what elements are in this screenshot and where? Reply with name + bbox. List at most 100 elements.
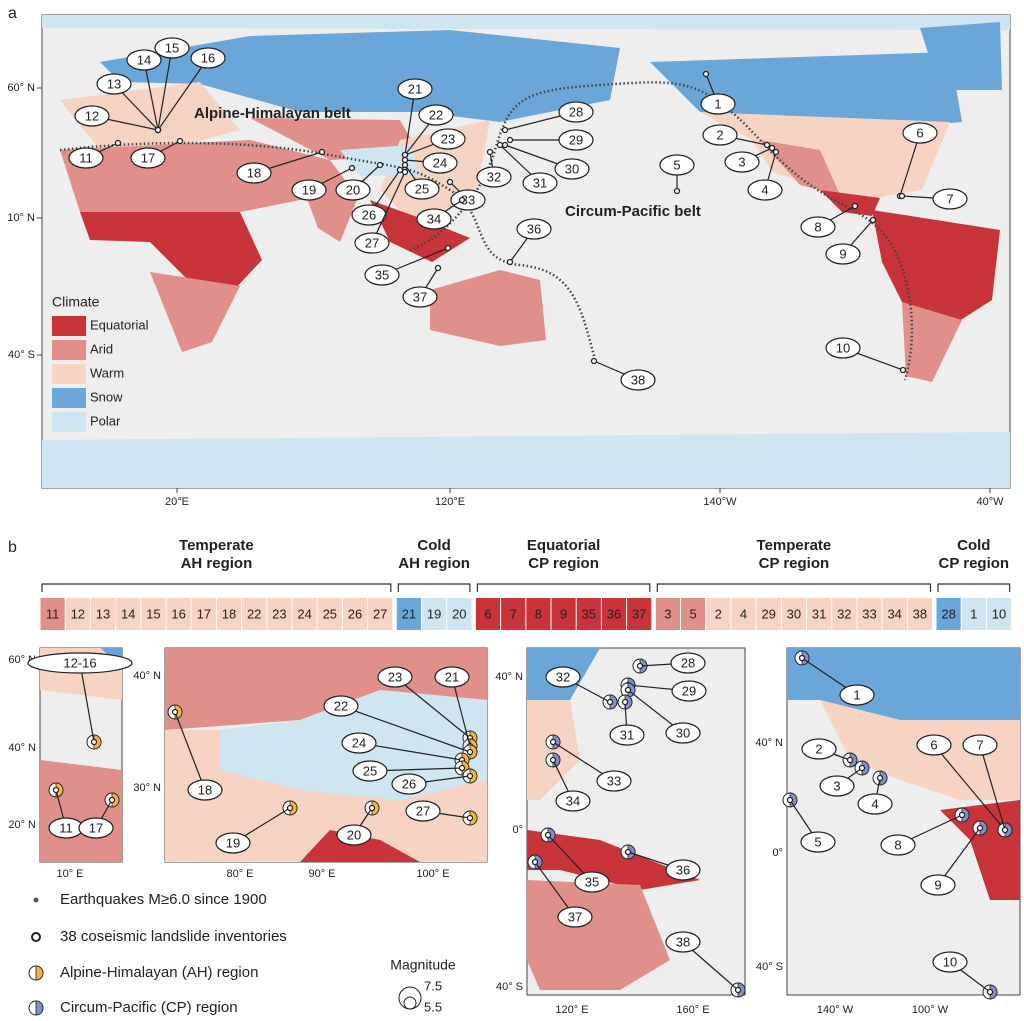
cell-label: 33: [862, 606, 876, 621]
site-point: [401, 151, 409, 159]
focal-mechanism-fill: [469, 810, 478, 826]
cell-label: 13: [96, 606, 110, 621]
cell-label: 31: [812, 606, 826, 621]
site-label-bg: [558, 101, 594, 123]
site-label-bg: [422, 152, 458, 174]
cell-label: 7: [510, 606, 517, 621]
climate-cell: [475, 598, 501, 630]
climate-cell: [627, 598, 652, 630]
group-title: Temperate: [757, 537, 832, 554]
site-label: 5: [814, 834, 821, 849]
site-label-bg: [620, 369, 656, 391]
panel-label: b: [8, 539, 17, 556]
site-label: 22: [334, 698, 348, 713]
site-label: 14: [137, 52, 151, 67]
lat-label: 40° N: [495, 671, 523, 683]
cell-label: 29: [761, 606, 775, 621]
site-label: 17: [89, 820, 103, 835]
site-point: [401, 168, 409, 176]
focal-mechanism-fill: [879, 770, 888, 786]
panel-label: a: [8, 5, 17, 22]
site-label-bg: [800, 216, 836, 238]
lon-label: 120°E: [435, 496, 465, 508]
site-point: [401, 156, 409, 164]
leader-line: [979, 744, 1006, 831]
site-point: [506, 258, 514, 266]
site-label-bg: [555, 790, 591, 812]
legend-title: Magnitude: [390, 957, 456, 973]
site-point: [466, 772, 474, 780]
climate-cell: [601, 598, 627, 630]
site-label: 31: [533, 175, 547, 190]
site-point: [636, 662, 644, 670]
site-label: 26: [402, 776, 416, 791]
site-point: [1001, 826, 1009, 834]
group-title: AH region: [398, 555, 470, 572]
site-point: [590, 357, 598, 365]
cell-label: 19: [427, 606, 441, 621]
cell-label: 36: [607, 606, 621, 621]
site-point: [458, 196, 466, 204]
site-label-bg: [609, 724, 645, 746]
site-label-bg: [434, 666, 470, 688]
site-label-bg: [336, 824, 372, 846]
site-label: 8: [814, 219, 821, 234]
site-point: [458, 764, 466, 772]
climate-cell: [655, 598, 680, 630]
cell-label: 18: [222, 606, 236, 621]
group-title: Cold: [957, 537, 990, 554]
site-point: [673, 187, 681, 195]
site-label: 38: [631, 372, 645, 387]
focal-mechanism-fill: [35, 1000, 44, 1016]
lon-label: 100° E: [416, 868, 449, 880]
site-point: [401, 161, 409, 169]
cell-label: 27: [373, 606, 387, 621]
site-label-bg: [857, 793, 893, 815]
magnitude-symbol: [403, 996, 417, 1010]
site-label-bg: [825, 243, 861, 265]
site-label-bg: [354, 232, 390, 254]
site-label: 27: [416, 803, 430, 818]
site-label: 37: [568, 909, 582, 924]
site-label: 27: [365, 235, 379, 250]
cell-label: 32: [837, 606, 851, 621]
site-point: [624, 686, 632, 694]
site-point: [549, 738, 557, 746]
site-label-bg: [596, 770, 632, 792]
group-bracket: [937, 583, 1011, 592]
site-label-bg: [418, 104, 454, 126]
climate-cell: [242, 598, 267, 630]
group-bracket: [656, 583, 932, 592]
site-point: [114, 139, 122, 147]
cell-label: 8: [535, 606, 542, 621]
site-label-bg: [335, 179, 371, 201]
cell-label: 5: [689, 606, 696, 621]
site-label: 33: [461, 192, 475, 207]
site-label: 19: [302, 182, 316, 197]
site-label: 19: [226, 835, 240, 850]
cell-label: 37: [632, 606, 646, 621]
focal-mechanism-fill: [534, 854, 543, 870]
focal-mechanism-fill: [547, 827, 556, 843]
site-point: [446, 178, 454, 186]
site-label: 28: [569, 104, 583, 119]
site-point: [52, 786, 60, 794]
cell-label: 9: [560, 606, 567, 621]
climate-cell: [857, 598, 882, 630]
site-point: [846, 756, 854, 764]
climate-cell: [342, 598, 368, 630]
focal-mechanism-fill: [979, 820, 988, 836]
climate-cell: [907, 598, 932, 630]
belt-label: Circum-Pacific belt: [565, 203, 701, 220]
climate-cell: [317, 598, 342, 630]
site-point: [368, 804, 376, 812]
lat-label: 60° N: [7, 82, 35, 94]
site-label: 32: [556, 669, 570, 684]
site-label: 10: [836, 340, 850, 355]
cell-label: 12: [71, 606, 85, 621]
legend-label: Circum-Pacific (CP) region: [60, 999, 238, 1016]
lat-label: 20° N: [8, 819, 36, 831]
climate-cell: [961, 598, 986, 630]
group-title: Cold: [417, 537, 450, 554]
